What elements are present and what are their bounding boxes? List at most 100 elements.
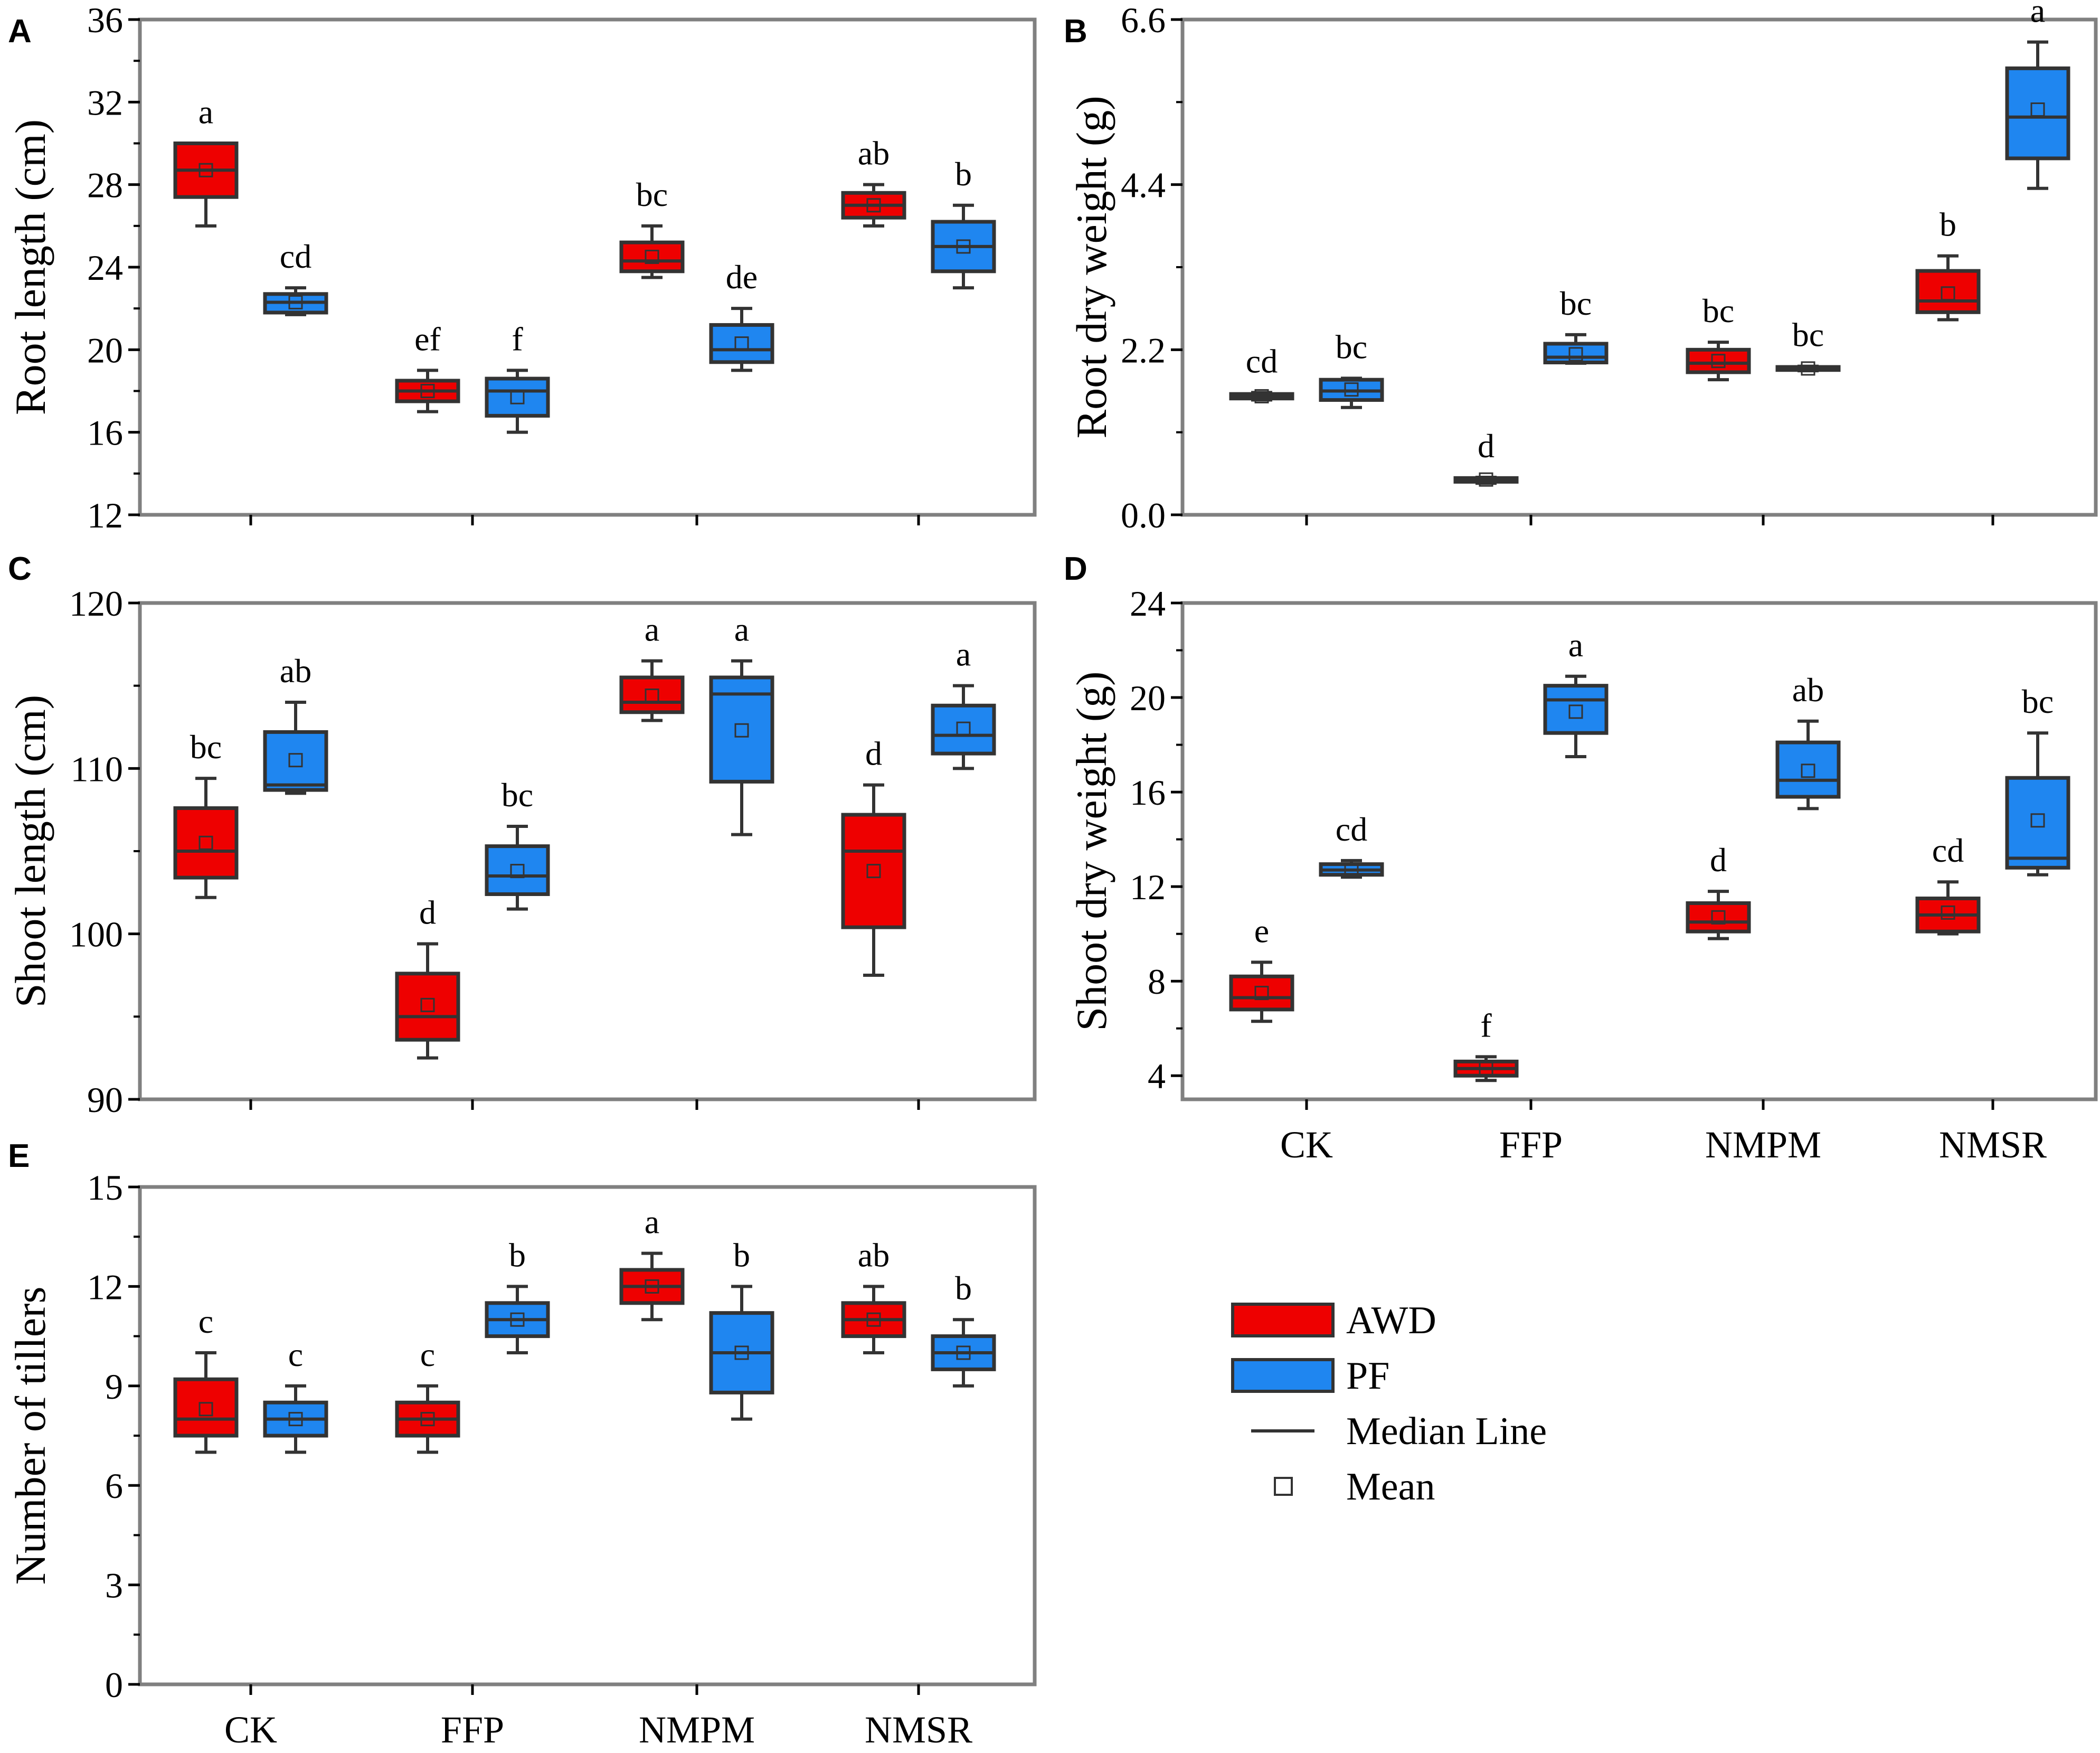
mean-marker-C-PF-NMSR <box>956 721 971 736</box>
plot-frame-A <box>138 17 1037 517</box>
significance-letter-A-PF-NMSR: b <box>955 155 972 193</box>
significance-letter-C-PF-NMPM: a <box>734 611 749 648</box>
mean-marker-A-AWD-FFP <box>420 384 435 398</box>
significance-letter-C-PF-FFP: bc <box>502 776 533 814</box>
y-tick-label-B: 0.0 <box>1121 495 1166 535</box>
significance-letter-B-AWD-FFP: d <box>1478 427 1494 465</box>
mean-marker-C-PF-FFP <box>510 864 525 879</box>
panel-label-C: C <box>8 551 32 587</box>
significance-letter-C-AWD-NMSR: d <box>865 735 882 772</box>
mean-marker-D-AWD-FFP <box>1479 1061 1493 1076</box>
legend-label-pf: PF <box>1346 1354 1389 1398</box>
mean-marker-D-PF-NMPM <box>1801 764 1815 778</box>
mean-marker-B-AWD-CK <box>1254 389 1269 403</box>
mean-marker-A-AWD-NMSR <box>866 198 881 213</box>
x-tick-label-E: NMPM <box>639 1709 755 1751</box>
significance-letter-B-AWD-CK: cd <box>1246 342 1278 380</box>
mean-marker-E-AWD-NMSR <box>866 1312 881 1327</box>
y-axis-label-D: Shoot dry weight (g) <box>1067 672 1115 1031</box>
significance-letter-B-PF-NMPM: bc <box>1792 316 1824 354</box>
box-E-AWD-CK <box>173 1377 239 1438</box>
significance-letter-D-PF-NMPM: ab <box>1792 671 1824 709</box>
box-A-PF-NMPM <box>709 323 774 364</box>
mean-marker-A-AWD-CK <box>198 163 213 177</box>
significance-letter-A-AWD-NMPM: bc <box>636 176 668 213</box>
y-tick-label-D: 4 <box>1148 1056 1166 1096</box>
significance-letter-B-AWD-NMSR: b <box>1940 206 1956 243</box>
significance-letter-C-PF-CK: ab <box>280 652 311 690</box>
legend-swatch-awd <box>1231 1303 1335 1337</box>
box-A-AWD-NMPM <box>619 240 685 274</box>
plot-frame-D <box>1180 601 2098 1101</box>
mean-marker-D-PF-CK <box>1344 863 1359 878</box>
significance-letter-D-PF-FFP: a <box>1568 626 1583 664</box>
mean-marker-E-PF-NMSR <box>956 1345 971 1360</box>
box-A-PF-FFP <box>485 376 550 418</box>
y-tick-label-D: 24 <box>1130 583 1166 624</box>
y-tick-label-E: 15 <box>87 1167 123 1208</box>
mean-marker-A-PF-NMSR <box>956 239 971 254</box>
legend-swatch-pf <box>1231 1358 1335 1393</box>
mean-marker-D-AWD-NMSR <box>1941 905 1955 920</box>
x-tick-label-D: NMSR <box>1939 1124 2047 1166</box>
box-B-AWD-NMSR <box>1915 269 1981 314</box>
y-tick-label-A: 28 <box>87 165 123 205</box>
box-D-AWD-CK <box>1229 974 1294 1012</box>
y-tick-label-A: 16 <box>87 413 123 453</box>
box-C-AWD-FFP <box>395 972 460 1042</box>
y-tick-label-B: 4.4 <box>1121 165 1166 205</box>
mean-marker-E-AWD-CK <box>198 1402 213 1417</box>
significance-letter-C-AWD-NMPM: a <box>645 611 659 648</box>
significance-letter-B-PF-FFP: bc <box>1560 285 1592 322</box>
significance-letter-E-AWD-FFP: c <box>420 1336 435 1373</box>
legend-label-median-line: Median Line <box>1346 1410 1547 1453</box>
x-tick-label-E: NMSR <box>865 1709 972 1751</box>
significance-letter-B-PF-NMSR: a <box>2030 0 2045 30</box>
box-C-AWD-NMSR <box>841 813 906 929</box>
mean-marker-D-AWD-CK <box>1254 986 1269 1001</box>
legend-swatch-mean <box>1274 1477 1293 1496</box>
mean-marker-A-PF-FFP <box>510 390 525 404</box>
mean-marker-B-PF-CK <box>1344 382 1359 397</box>
y-tick-label-E: 6 <box>105 1466 123 1506</box>
box-B-PF-FFP <box>1543 342 1609 364</box>
x-tick-label-D: CK <box>1280 1124 1333 1166</box>
box-D-PF-NMPM <box>1775 740 1841 799</box>
mean-marker-C-AWD-FFP <box>420 997 435 1012</box>
box-C-PF-NMSR <box>931 703 996 756</box>
y-tick-label-A: 24 <box>87 248 123 288</box>
box-C-PF-FFP <box>485 844 550 896</box>
mean-marker-C-PF-NMPM <box>734 723 749 738</box>
mean-marker-B-AWD-NMPM <box>1711 354 1726 369</box>
box-D-PF-FFP <box>1543 684 1609 735</box>
significance-letter-E-AWD-NMPM: a <box>645 1203 659 1241</box>
y-tick-label-A: 12 <box>87 495 123 535</box>
mean-marker-B-PF-NMSR <box>2030 102 2045 117</box>
significance-letter-A-PF-CK: cd <box>280 238 311 275</box>
significance-letter-E-AWD-NMSR: ab <box>858 1236 890 1274</box>
significance-letter-E-AWD-CK: c <box>198 1303 213 1340</box>
plot-frame-B <box>1180 17 2098 517</box>
y-tick-label-C: 100 <box>69 915 123 955</box>
panel-label-D: D <box>1064 551 1087 587</box>
significance-letter-C-AWD-CK: bc <box>190 728 222 766</box>
significance-letter-B-PF-CK: bc <box>1336 328 1367 365</box>
box-C-PF-CK <box>263 730 328 792</box>
significance-letter-D-AWD-NMPM: d <box>1710 841 1727 879</box>
y-tick-label-E: 12 <box>87 1267 123 1307</box>
y-tick-label-A: 32 <box>87 82 123 122</box>
panel-label-B: B <box>1064 13 1087 50</box>
significance-letter-C-AWD-FFP: d <box>419 893 436 931</box>
y-tick-label-C: 110 <box>71 749 123 789</box>
panel-label-A: A <box>8 13 32 50</box>
mean-marker-B-PF-NMPM <box>1801 361 1815 376</box>
mean-marker-A-AWD-NMPM <box>645 249 659 264</box>
mean-marker-E-AWD-FFP <box>420 1412 435 1427</box>
y-tick-label-E: 9 <box>105 1366 123 1407</box>
legend-label-awd: AWD <box>1346 1299 1436 1342</box>
box-D-PF-NMSR <box>2005 776 2070 870</box>
y-tick-label-E: 0 <box>105 1665 123 1705</box>
mean-marker-E-PF-FFP <box>510 1312 525 1327</box>
mean-marker-E-PF-CK <box>288 1412 303 1427</box>
mean-marker-C-PF-CK <box>288 753 303 768</box>
